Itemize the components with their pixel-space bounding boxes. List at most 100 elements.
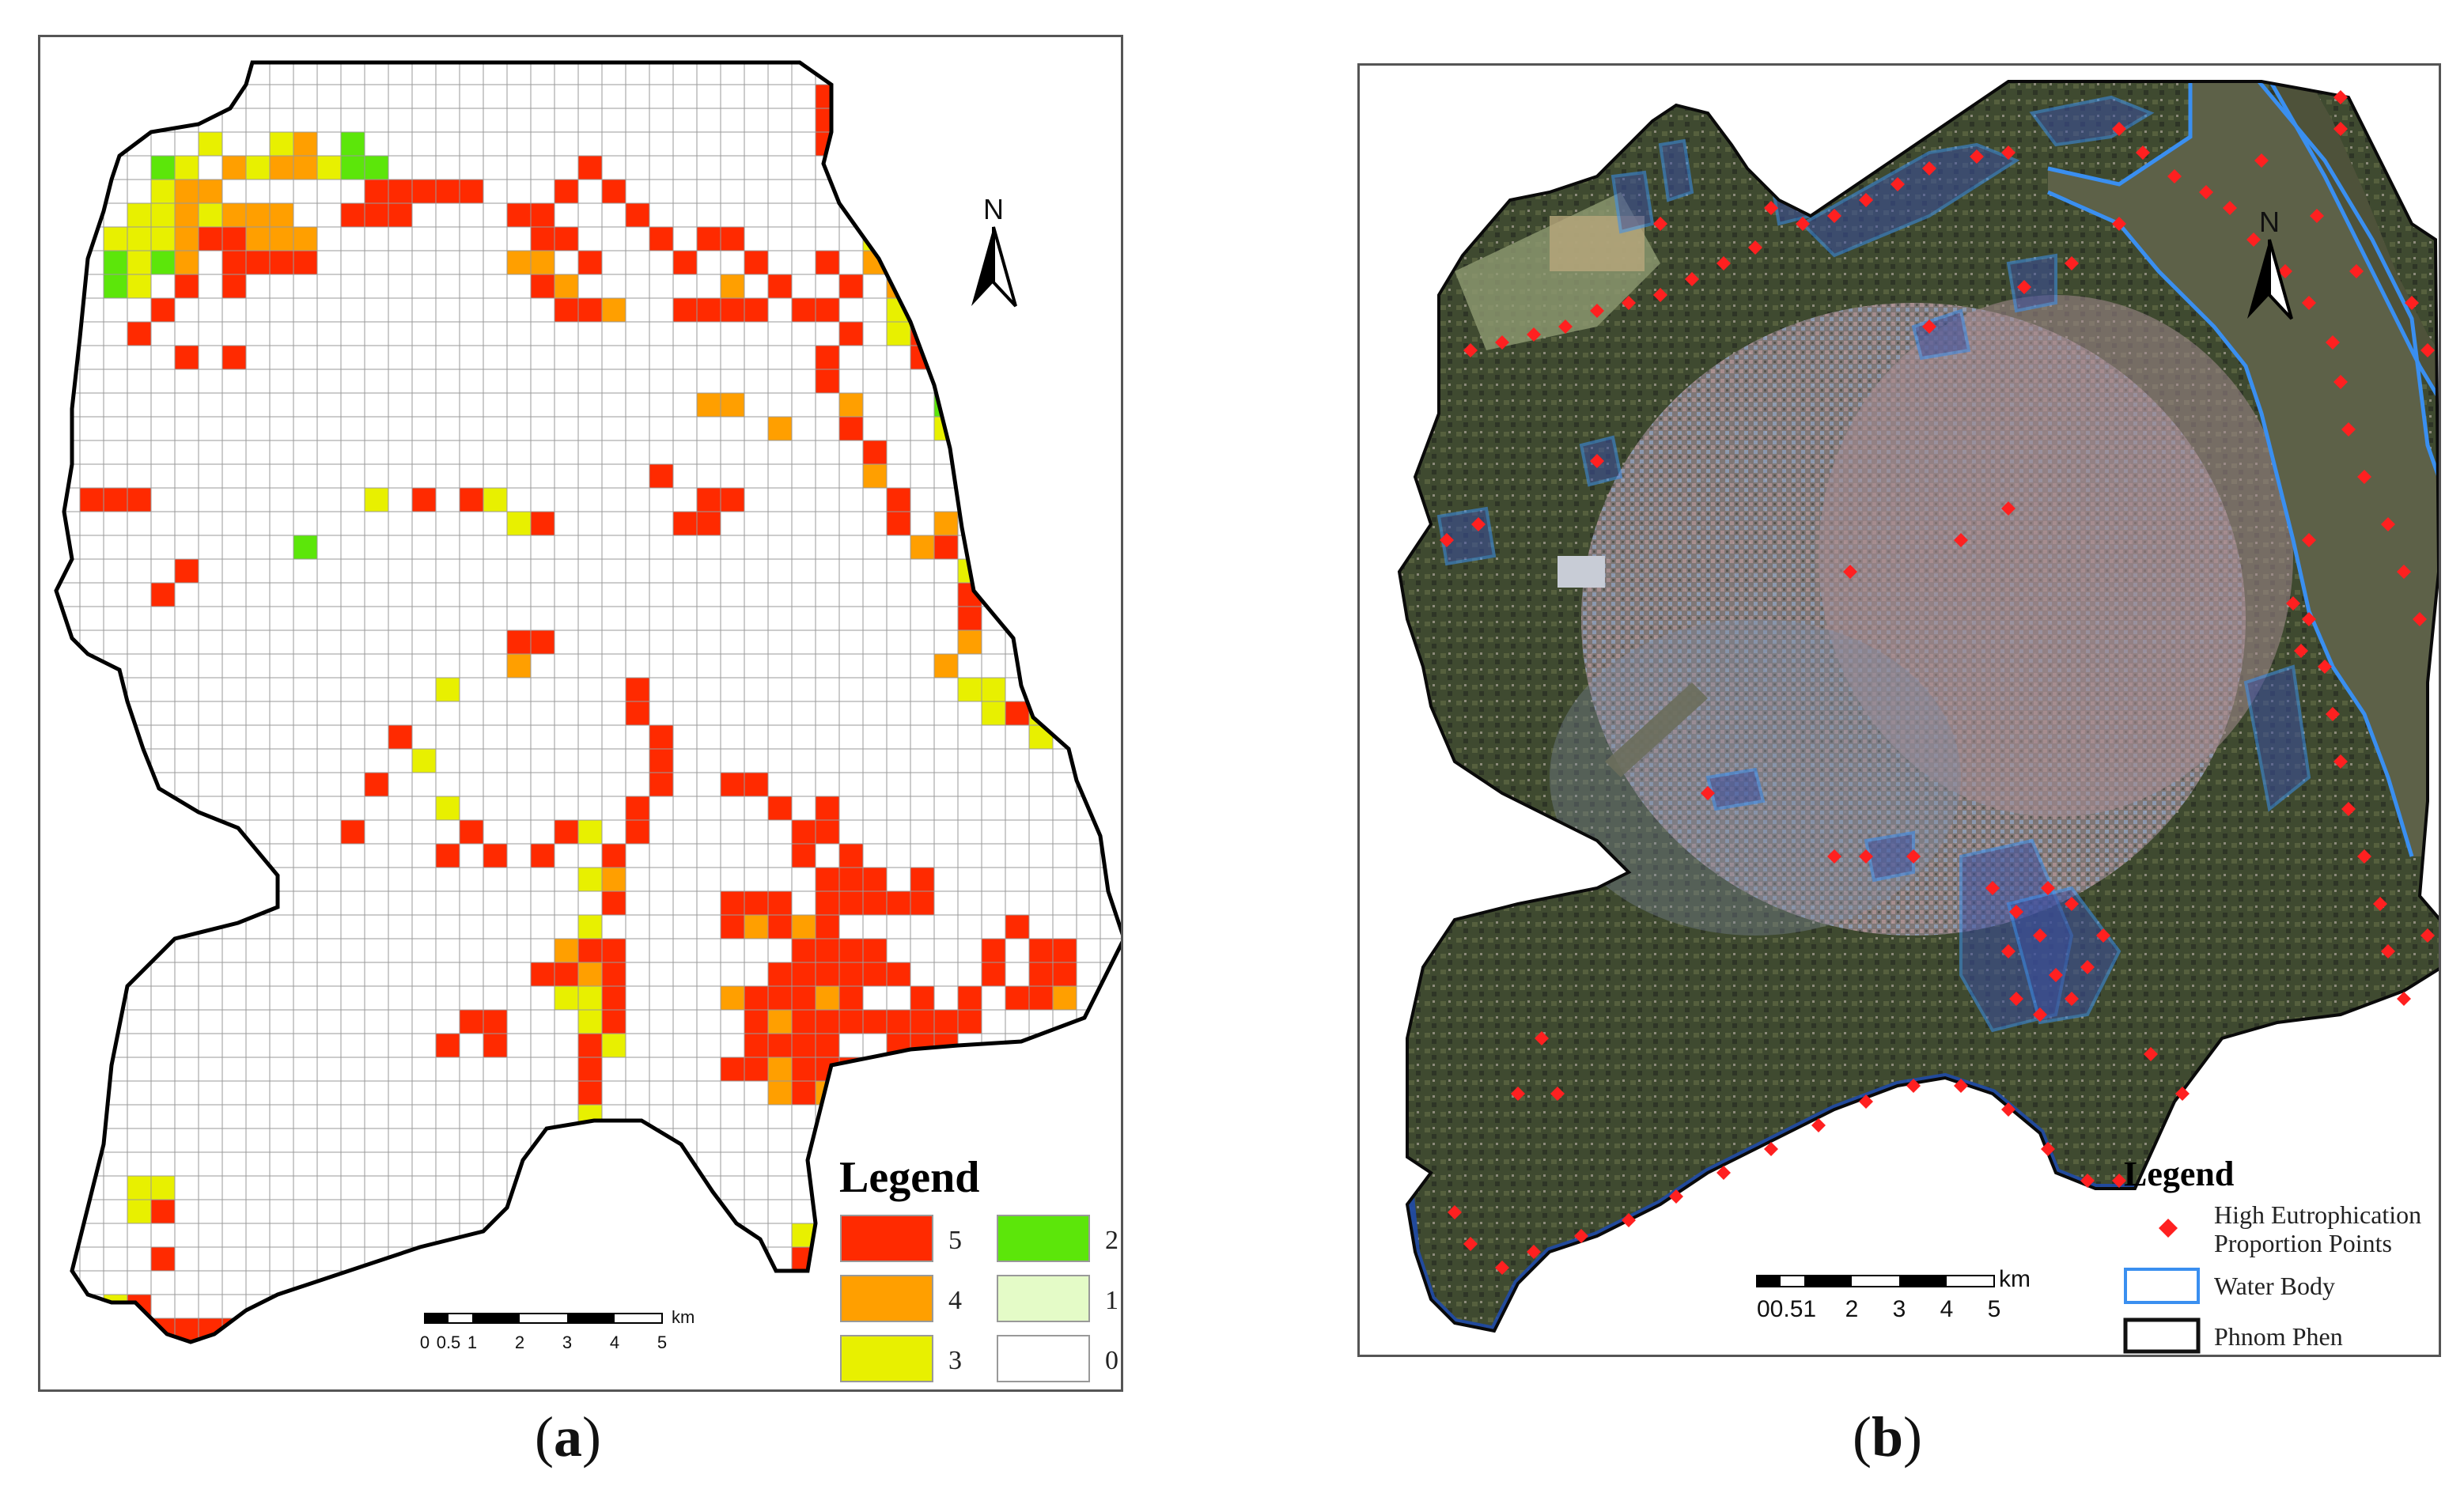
- eutrophication-point: [1827, 209, 1841, 223]
- eutrophication-point: [2199, 185, 2213, 199]
- grid-cell: [577, 962, 603, 987]
- grid-cell: [862, 1080, 888, 1106]
- grid-cell: [744, 1057, 769, 1082]
- grid-cell: [862, 867, 888, 892]
- grid-cell: [649, 463, 674, 489]
- grid-cell: [150, 226, 176, 251]
- caption-a: (a): [535, 1405, 601, 1469]
- scale-tick-label: 0: [420, 1333, 430, 1352]
- grid-cell: [720, 226, 745, 251]
- grid-cell: [577, 914, 603, 939]
- eutrophication-point: [2278, 264, 2292, 278]
- grid-cell: [221, 155, 247, 180]
- eutrophication-point: [1954, 533, 1968, 547]
- grid-cell: [293, 131, 318, 157]
- grid-cell: [103, 226, 128, 251]
- north-arrow-icon: N: [971, 193, 1017, 308]
- grid-cell: [886, 511, 911, 536]
- grid-cell: [815, 819, 840, 845]
- eutrophication-point: [2333, 754, 2348, 769]
- grid-cell: [791, 819, 816, 845]
- grid-cell: [767, 890, 793, 916]
- eutrophication-point: [2017, 280, 2031, 294]
- eutrophication-point: [2033, 1007, 2047, 1022]
- grid-cell: [316, 155, 342, 180]
- grid-cell: [933, 653, 959, 679]
- grid-cell: [221, 202, 247, 228]
- eutrophication-point: [1590, 304, 1604, 318]
- grid-cell: [910, 890, 935, 916]
- north-label: N: [2259, 206, 2280, 238]
- eutrophication-point: [2009, 992, 2023, 1006]
- grid-cell: [933, 369, 959, 394]
- eutrophication-point: [2333, 122, 2348, 136]
- grid-cell: [79, 487, 104, 512]
- grid-cell: [957, 677, 982, 702]
- grid-cell: [815, 1246, 840, 1272]
- grid-cell: [506, 1199, 532, 1224]
- eutrophication-point: [2294, 644, 2308, 658]
- grid-cell: [601, 1033, 626, 1058]
- eutrophication-point: [2246, 232, 2261, 247]
- grid-cell: [649, 1199, 674, 1224]
- grid-cell: [791, 938, 816, 963]
- grid-cell: [577, 867, 603, 892]
- eutrophication-point: [2302, 296, 2316, 310]
- grid-map-canvas: N Legend 5 2 4 1 3 0 0 0.5 1 2 3 4 5 km: [54, 60, 1121, 1389]
- grid-cell: [838, 843, 864, 868]
- grid-cell: [838, 179, 864, 204]
- grid-cell: [577, 155, 603, 180]
- grid-cell: [886, 1009, 911, 1034]
- grid-cell: [150, 1175, 176, 1200]
- eutrophication-point: [2009, 905, 2023, 919]
- grid-cell: [411, 1270, 437, 1295]
- grid-cell: [1028, 962, 1054, 987]
- grid-cell: [767, 1080, 793, 1106]
- caption-a-letter: a: [553, 1405, 582, 1469]
- grid-cell: [886, 487, 911, 512]
- grid-cell: [221, 345, 247, 370]
- grid-cell: [649, 772, 674, 797]
- grid-cell: [245, 202, 271, 228]
- grid-cell: [577, 938, 603, 963]
- grid-cell: [530, 843, 555, 868]
- grid-cell: [269, 131, 294, 157]
- grid-cell: [862, 1009, 888, 1034]
- grid-cell: [696, 392, 721, 418]
- grid-cell: [838, 938, 864, 963]
- eutrophication-point: [2420, 343, 2435, 357]
- scale-tick-label: 4: [1940, 1296, 1954, 1322]
- grid-cell: [150, 179, 176, 204]
- eutrophication-point: [2080, 1174, 2095, 1188]
- grid-cell: [672, 297, 698, 323]
- scale-unit-label: km: [672, 1307, 695, 1327]
- scale-tick-label: 5: [657, 1333, 667, 1352]
- grid-cell: [815, 796, 840, 821]
- legend-swatch-3: [840, 1335, 933, 1382]
- legend-item-points: High Eutrophication Proportion Points: [2159, 1200, 2421, 1257]
- eutrophication-point: [2223, 201, 2237, 215]
- grid-cell: [601, 867, 626, 892]
- grid-cell: [862, 938, 888, 963]
- grid-cell: [767, 914, 793, 939]
- grid-cell: [1052, 938, 1077, 963]
- legend-label-boundary: Phnom Phen: [2214, 1322, 2343, 1351]
- grid-cell: [649, 724, 674, 750]
- grid-cell: [222, 1366, 246, 1389]
- grid-cell: [150, 582, 176, 607]
- grid-cell: [127, 1175, 152, 1200]
- grid-cell: [838, 962, 864, 987]
- grid-cell: [127, 1341, 152, 1342]
- grid-cell: [530, 250, 555, 275]
- grid-cell: [1052, 985, 1077, 1011]
- grid-cell: [767, 796, 793, 821]
- eutrophication-point: [1653, 217, 1667, 231]
- grid-cell: [174, 1341, 199, 1342]
- eutrophication-point: [1685, 272, 1699, 286]
- eutrophication-point: [1954, 1079, 1968, 1093]
- scale-tick-label: 1: [467, 1333, 477, 1352]
- grid-cell: [767, 962, 793, 987]
- grid-cell: [198, 1341, 223, 1342]
- grid-cell: [957, 1009, 982, 1034]
- scale-tick-label: 0.5: [437, 1333, 461, 1352]
